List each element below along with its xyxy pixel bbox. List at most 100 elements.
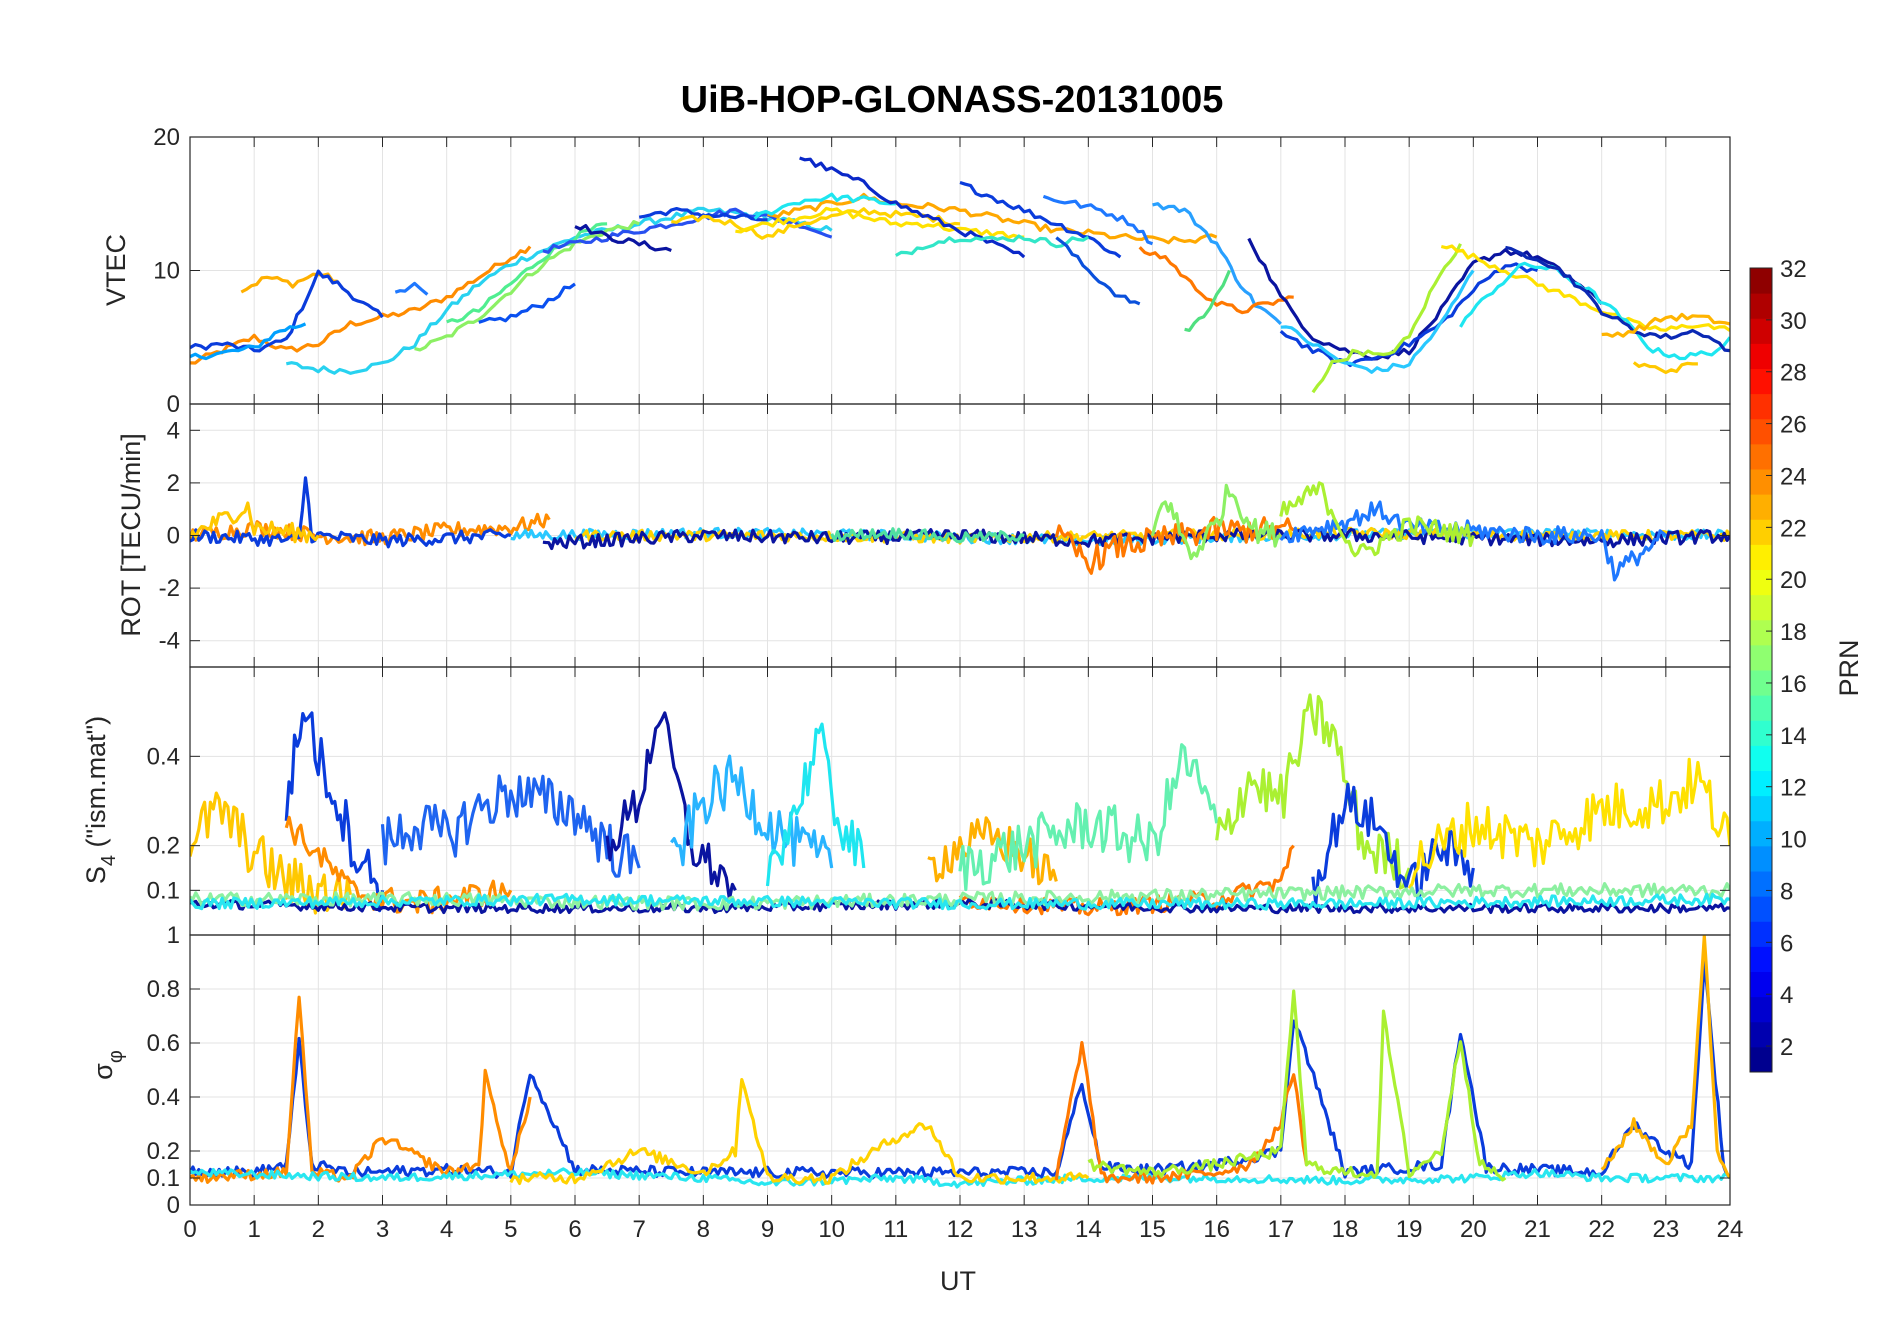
x-tick-label: 15	[1139, 1216, 1166, 1243]
series-line-4	[380, 774, 641, 878]
x-axis: 0 1 2 3 4 5 6 7 8 9 10 11 12 13 14 15 16 17 18 19 20 21 22 23 24	[183, 1216, 1743, 1243]
colorbar-tick-label: 4	[1780, 982, 1793, 1009]
y-tick-label: 2	[167, 470, 180, 497]
colorbar-tick-label: 6	[1780, 930, 1793, 957]
y-tick-label: 0.8	[147, 976, 180, 1003]
x-tick-label: 12	[947, 1216, 974, 1243]
series-group	[190, 156, 1730, 394]
y-ticks: 00.10.2 0.4 0.6 0.8 1	[147, 922, 1731, 1219]
series-line-19	[1042, 194, 1154, 246]
colorbar-segment	[1750, 720, 1772, 746]
series-group	[190, 935, 1730, 1189]
series-line-29	[1440, 244, 1730, 332]
colorbar-segment	[1750, 494, 1772, 520]
y-tick-label: 0	[167, 523, 180, 550]
x-tick-label: 21	[1524, 1216, 1551, 1243]
series-line-23	[1138, 246, 1294, 315]
series-line-10	[1279, 481, 1475, 558]
colorbar-segment	[1750, 946, 1772, 972]
series-line-12	[1407, 757, 1730, 890]
colorbar-segment	[1750, 569, 1772, 596]
series-line-7	[1054, 516, 1295, 575]
x-tick-label: 3	[376, 1216, 389, 1243]
series-line-22	[1055, 236, 1141, 306]
series-group	[190, 476, 1730, 582]
series-line-8	[1150, 483, 1282, 561]
y-ticks: -4 -2 0 2 4	[159, 404, 1731, 667]
x-tick-label: 2	[312, 1216, 325, 1243]
colorbar-segment	[1750, 544, 1772, 570]
y-ticks: 0 10 20	[153, 124, 1731, 418]
y-axis-label: σφ	[88, 1050, 127, 1080]
x-tick-label: 6	[568, 1216, 581, 1243]
series-line-3	[284, 815, 513, 915]
panel-3: 0.1 0.2 0.4 S4 ("ism.mat")	[81, 666, 1731, 936]
series-line-7	[414, 220, 640, 352]
series-group	[190, 693, 1730, 917]
y-tick-label: 10	[153, 258, 180, 285]
series-line-4	[190, 322, 307, 361]
colorbar-segment	[1750, 293, 1772, 319]
series-line-3	[190, 1167, 1730, 1189]
series-line-2	[190, 476, 512, 549]
y-tick-label: 0.1	[147, 877, 180, 904]
colorbar-segment	[1750, 1021, 1772, 1048]
colorbar-segment	[1750, 971, 1772, 998]
x-tick-label: 14	[1075, 1216, 1102, 1243]
y-tick-label: 0.4	[147, 1084, 180, 1111]
series-line-24	[1184, 269, 1231, 332]
series-line-21	[895, 234, 1090, 257]
y-tick-label: 0.1	[147, 1165, 180, 1192]
colorbar-segment	[1750, 996, 1772, 1023]
series-line-2	[190, 995, 532, 1184]
series-line-16	[190, 892, 1730, 911]
series-line-14	[735, 206, 1025, 240]
colorbar-segment	[1750, 871, 1772, 897]
colorbar-tick-label: 30	[1780, 308, 1807, 335]
x-axis-label: UT	[940, 1266, 976, 1296]
x-tick-label: 9	[761, 1216, 774, 1243]
colorbar-tick-label: 2	[1780, 1034, 1793, 1061]
x-tick-label: 11	[883, 1216, 908, 1243]
series-line-3	[190, 269, 384, 353]
colorbar-segment	[1750, 770, 1772, 797]
series-line-6	[285, 206, 833, 375]
colorbar-segment	[1750, 268, 1772, 294]
panel-1: 0 10 20 VTEC	[101, 124, 1731, 418]
colorbar-tick-label: 32	[1780, 256, 1807, 283]
series-line-31	[1505, 245, 1730, 353]
colorbar-segment	[1750, 418, 1772, 445]
colorbar-segment	[1750, 619, 1772, 646]
colorbar-segment	[1750, 318, 1772, 344]
y-tick-label: 0.2	[147, 833, 180, 860]
series-line-15	[767, 192, 1218, 245]
series-line-7	[765, 722, 866, 887]
colorbar-tick-label: 10	[1780, 827, 1807, 854]
colorbar-tick-label: 18	[1780, 619, 1807, 646]
series-line-1	[190, 791, 352, 915]
series-line-10	[1215, 693, 1411, 890]
series-line-13	[958, 844, 1295, 917]
panel-4: 00.10.2 0.4 0.6 0.8 1 σφ	[88, 922, 1731, 1219]
colorbar-segment	[1750, 594, 1772, 621]
series-line-33	[1632, 361, 1698, 375]
y-tick-label: 4	[167, 417, 180, 444]
x-tick-label: 5	[504, 1216, 517, 1243]
series-line-8	[446, 222, 608, 324]
colorbar-segment	[1750, 343, 1772, 369]
series-line-9	[958, 743, 1219, 892]
series-line-7	[1600, 935, 1730, 1179]
colorbar-tick-label: 22	[1780, 515, 1807, 542]
grid-lines	[189, 935, 1731, 1206]
series-line-2	[284, 711, 385, 913]
colorbar-segment	[1750, 820, 1772, 847]
colorbar-segment	[1750, 644, 1772, 671]
series-line-13	[671, 207, 961, 240]
series-line-1	[190, 245, 532, 365]
series-line-27	[1280, 269, 1475, 374]
colorbar-label: PRN	[1834, 639, 1864, 696]
series-line-5	[1054, 1041, 1309, 1185]
y-tick-label: -4	[159, 628, 180, 655]
colorbar-segment	[1750, 469, 1772, 495]
